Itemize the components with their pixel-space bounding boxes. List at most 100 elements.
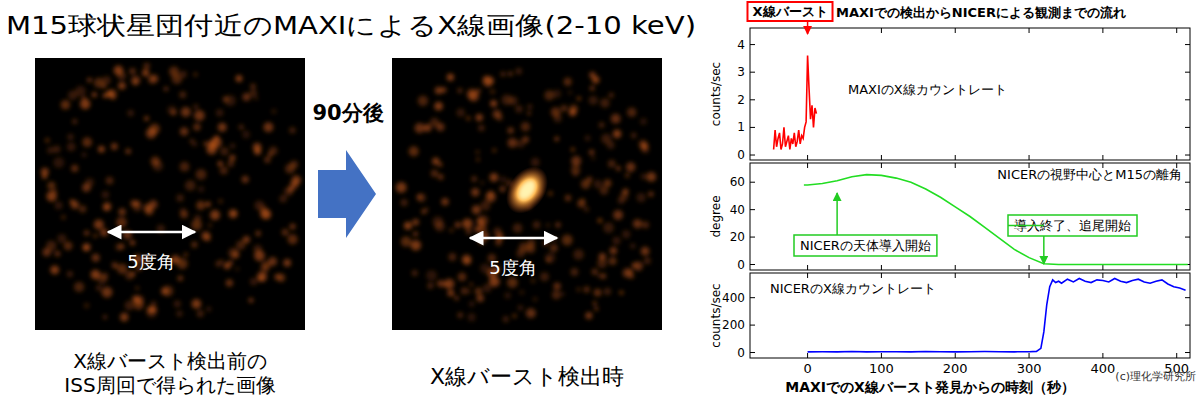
noise-dot	[133, 204, 141, 212]
noise-dot	[644, 257, 651, 264]
noise-dot	[526, 308, 536, 318]
noise-dot	[226, 279, 233, 286]
noise-dot	[527, 245, 536, 254]
noise-dot	[431, 170, 439, 178]
noise-dot	[604, 179, 612, 187]
x-tick	[881, 28, 882, 33]
noise-dot	[571, 148, 575, 152]
y-tick	[1185, 297, 1190, 298]
noise-dot	[125, 301, 135, 311]
image-background	[392, 58, 662, 330]
noise-dot	[218, 199, 223, 204]
noise-dot	[533, 221, 541, 229]
noise-dot	[533, 297, 538, 302]
noise-dot	[91, 270, 101, 280]
noise-dot	[149, 123, 160, 134]
noise-dot	[146, 307, 157, 318]
noise-dot	[283, 259, 291, 267]
noise-dot	[490, 100, 497, 107]
noise-dot	[568, 90, 573, 95]
noise-dot	[174, 300, 181, 307]
noise-dot	[454, 296, 459, 301]
annotation-arrow	[807, 21, 809, 34]
noise-dot	[444, 279, 454, 289]
y-tick-label: 40	[730, 203, 745, 217]
burst-core	[516, 178, 538, 203]
noise-dot	[513, 223, 523, 233]
noise-dot	[184, 253, 188, 257]
noise-dot	[468, 91, 479, 102]
noise-dot	[164, 87, 169, 92]
y-tick-label: 0	[737, 346, 745, 360]
noise-dot	[447, 74, 454, 81]
x-tick	[1029, 273, 1030, 278]
noise-dot	[500, 176, 507, 183]
noise-dot	[544, 90, 554, 100]
noise-dot	[434, 102, 443, 111]
y-tick	[1185, 155, 1190, 156]
noise-dot	[57, 234, 66, 243]
noise-dot	[499, 186, 505, 192]
annotation-connector	[1008, 225, 1044, 227]
noise-dot	[129, 68, 136, 75]
noise-dot	[640, 118, 647, 125]
noise-dot	[449, 228, 454, 233]
caption: X線バースト検出時	[430, 364, 624, 389]
time-arrow	[318, 150, 376, 238]
noise-dot	[218, 123, 227, 132]
noise-dot	[438, 280, 445, 287]
noise-dot	[163, 285, 174, 296]
noise-dot	[64, 241, 73, 250]
noise-dot	[271, 109, 276, 114]
noise-dot	[84, 303, 90, 309]
noise-dot	[181, 107, 191, 117]
noise-dot	[631, 133, 637, 139]
noise-dot	[471, 188, 479, 196]
noise-dot	[592, 76, 600, 84]
noise-dot	[597, 273, 602, 278]
y-tick-label: 2	[737, 93, 745, 107]
noise-dot	[496, 115, 502, 121]
y-tick	[750, 264, 755, 265]
noise-dot	[180, 127, 189, 136]
plot-frame	[750, 163, 1190, 270]
noise-dot	[531, 278, 536, 283]
noise-dot	[466, 116, 471, 121]
noise-dot	[82, 183, 91, 192]
noise-dot	[135, 286, 139, 290]
noise-dot	[609, 257, 617, 265]
noise-dot	[585, 312, 592, 319]
noise-dot	[571, 268, 579, 276]
panel-title: NICERの視野中心とM15の離角	[997, 167, 1182, 182]
noise-dot	[546, 223, 551, 228]
noise-dot	[462, 218, 472, 228]
noise-dot	[600, 98, 610, 108]
noise-dot	[117, 264, 127, 274]
noise-dot	[224, 262, 231, 269]
annotation-arrow	[836, 193, 838, 235]
noise-dot	[230, 143, 235, 148]
noise-dot	[577, 96, 581, 100]
y-tick	[750, 209, 755, 210]
noise-dot	[125, 148, 131, 154]
noise-dot	[604, 288, 611, 295]
y-tick	[1185, 127, 1190, 128]
noise-dot	[508, 71, 513, 76]
annotation: X線バースト	[752, 4, 827, 19]
noise-dot	[82, 152, 87, 157]
noise-dot	[194, 73, 198, 77]
y-axis-title: degree	[709, 195, 723, 237]
noise-dot	[608, 160, 616, 168]
noise-dot	[180, 71, 187, 78]
y-tick-label: 3	[737, 65, 745, 79]
noise-dot	[102, 191, 110, 199]
noise-dot	[71, 165, 78, 172]
noise-dot	[412, 219, 419, 226]
y-tick	[750, 352, 755, 353]
x-tick	[881, 155, 882, 160]
x-tick	[807, 265, 808, 270]
noise-dot	[134, 299, 144, 309]
x-tick-label: 100	[869, 361, 894, 376]
noise-dot	[220, 147, 229, 156]
noise-dot	[461, 287, 468, 294]
